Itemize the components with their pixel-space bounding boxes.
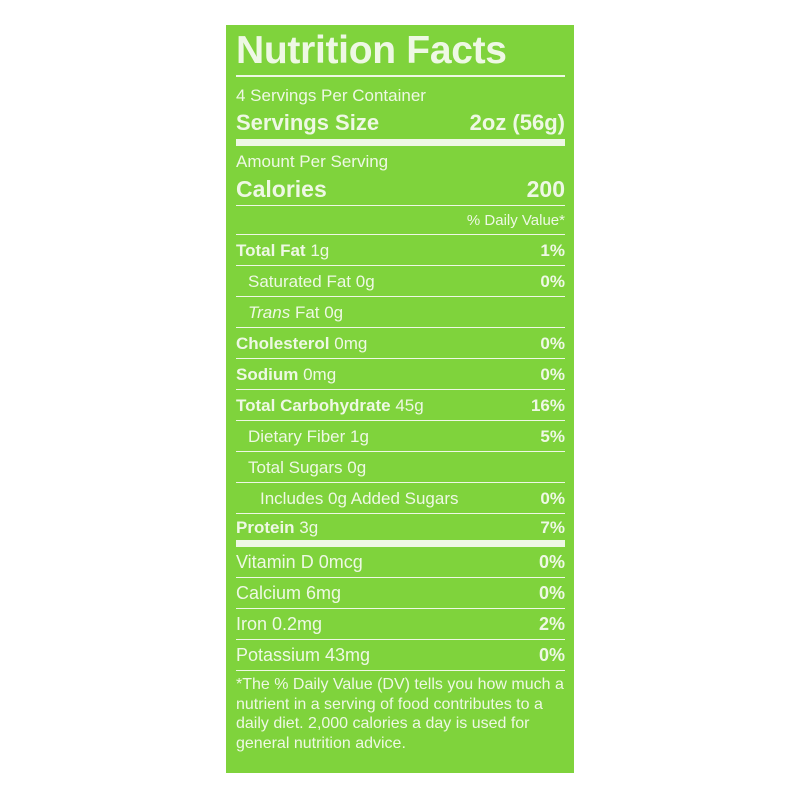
micronutrient-dv: 0% bbox=[538, 552, 565, 572]
nutrient-dv: 16% bbox=[530, 395, 565, 415]
amount-per-serving-text: Amount Per Serving bbox=[236, 152, 389, 171]
label-title: Nutrition Facts bbox=[236, 25, 565, 77]
micronutrient-name: Vitamin D 0mcg bbox=[236, 552, 363, 572]
nutrient-name: Total Fat 1g bbox=[236, 240, 330, 260]
serving-size-value: 2oz (56g) bbox=[469, 110, 565, 135]
daily-value-header-text: % Daily Value* bbox=[466, 211, 565, 229]
nutrient-name: Protein 3g bbox=[236, 517, 319, 537]
nutrient-dv: 1% bbox=[540, 240, 565, 260]
nutrient-row: Protein 3g 7% bbox=[236, 514, 565, 547]
servings-per-container: 4 Servings Per Container bbox=[236, 77, 565, 109]
nutrient-row: Total Sugars 0g bbox=[236, 452, 565, 483]
micronutrient-dv: 2% bbox=[538, 614, 565, 634]
nutrient-row: Saturated Fat 0g 0% bbox=[236, 266, 565, 297]
micronutrient-row: Potassium 43mg 0% bbox=[236, 640, 565, 671]
nutrient-row: Includes 0g Added Sugars 0% bbox=[236, 483, 565, 514]
nutrient-dv: 5% bbox=[540, 426, 565, 446]
calories-value: 200 bbox=[526, 176, 565, 202]
nutrient-name: Cholesterol 0mg bbox=[236, 333, 368, 353]
nutrient-row: Trans Fat 0g bbox=[236, 297, 565, 328]
nutrient-name: Sodium 0mg bbox=[236, 364, 337, 384]
nutrient-name: Total Sugars 0g bbox=[248, 457, 367, 477]
nutrient-dv: 0% bbox=[540, 364, 565, 384]
calories-row: Calories 200 bbox=[236, 174, 565, 206]
nutrient-dv: 0% bbox=[540, 271, 565, 291]
micronutrient-dv: 0% bbox=[538, 645, 565, 665]
nutrient-row: Dietary Fiber 1g 5% bbox=[236, 421, 565, 452]
daily-value-header: % Daily Value* bbox=[236, 206, 565, 235]
nutrient-name: Total Carbohydrate 45g bbox=[236, 395, 424, 415]
nutrition-facts-label: Nutrition Facts 4 Servings Per Container… bbox=[226, 25, 574, 773]
nutrient-name: Includes 0g Added Sugars bbox=[260, 488, 459, 508]
nutrient-name: Dietary Fiber 1g bbox=[248, 426, 369, 446]
micronutrient-dv: 0% bbox=[538, 583, 565, 603]
micronutrient-name: Potassium 43mg bbox=[236, 645, 371, 665]
serving-size-label: Servings Size bbox=[236, 110, 380, 135]
nutrient-name: Saturated Fat 0g bbox=[248, 271, 375, 291]
micronutrient-row: Iron 0.2mg 2% bbox=[236, 609, 565, 640]
micronutrient-row: Calcium 6mg 0% bbox=[236, 578, 565, 609]
calories-label: Calories bbox=[236, 176, 327, 202]
footnote: *The % Daily Value (DV) tells you how mu… bbox=[236, 676, 564, 752]
nutrient-dv: 0% bbox=[540, 333, 565, 353]
micronutrient-row: Vitamin D 0mcg 0% bbox=[236, 547, 565, 578]
nutrient-dv: 7% bbox=[540, 517, 565, 537]
nutrient-row: Total Fat 1g 1% bbox=[236, 235, 565, 266]
nutrient-row: Total Carbohydrate 45g 16% bbox=[236, 390, 565, 421]
servings-per-container-text: 4 Servings Per Container bbox=[236, 86, 426, 105]
serving-size-row: Servings Size 2oz (56g) bbox=[236, 109, 565, 146]
micronutrient-name: Iron 0.2mg bbox=[236, 614, 323, 634]
nutrient-row: Sodium 0mg 0% bbox=[236, 359, 565, 390]
amount-per-serving: Amount Per Serving bbox=[236, 146, 565, 174]
nutrient-dv: 0% bbox=[540, 488, 565, 508]
nutrient-name: Trans Fat 0g bbox=[248, 302, 344, 322]
nutrient-row: Cholesterol 0mg 0% bbox=[236, 328, 565, 359]
micronutrient-name: Calcium 6mg bbox=[236, 583, 342, 603]
